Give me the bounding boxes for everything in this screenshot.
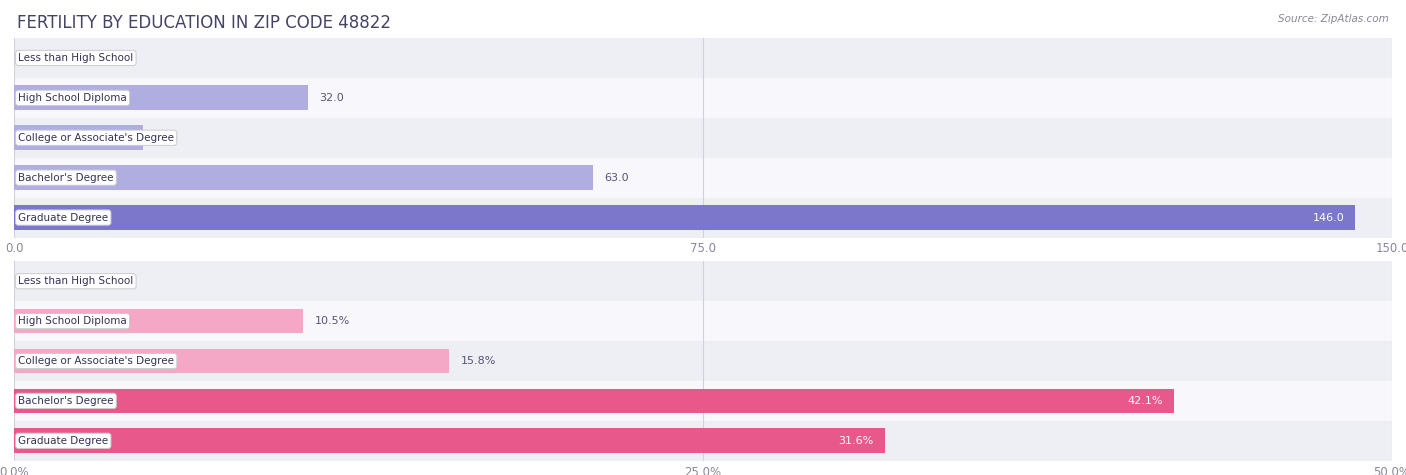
Text: 0.0%: 0.0% (25, 276, 53, 286)
Bar (14, 38, 1392, 78)
Bar (14, 421, 1392, 461)
Text: 63.0: 63.0 (603, 172, 628, 183)
Bar (14, 118, 1392, 158)
Bar (14, 86, 308, 110)
Bar (14, 301, 1392, 341)
Bar (14, 341, 1392, 381)
Bar (14, 198, 1392, 238)
Text: 32.0: 32.0 (319, 93, 344, 103)
Text: Less than High School: Less than High School (18, 276, 134, 286)
Text: High School Diploma: High School Diploma (18, 316, 127, 326)
Bar (14, 389, 1174, 413)
Text: College or Associate's Degree: College or Associate's Degree (18, 133, 174, 143)
Text: Less than High School: Less than High School (18, 53, 134, 63)
Text: Graduate Degree: Graduate Degree (18, 436, 108, 446)
Bar (14, 125, 142, 150)
Text: 0.0: 0.0 (25, 53, 42, 63)
Bar (14, 381, 1392, 421)
Text: 10.5%: 10.5% (315, 316, 350, 326)
Text: 31.6%: 31.6% (838, 436, 875, 446)
Text: High School Diploma: High School Diploma (18, 93, 127, 103)
Text: Source: ZipAtlas.com: Source: ZipAtlas.com (1278, 14, 1389, 24)
Bar (14, 428, 884, 453)
Text: Bachelor's Degree: Bachelor's Degree (18, 172, 114, 183)
Text: College or Associate's Degree: College or Associate's Degree (18, 356, 174, 366)
Text: 14.0: 14.0 (153, 133, 179, 143)
Bar (14, 309, 304, 333)
Bar (14, 205, 1355, 230)
Text: FERTILITY BY EDUCATION IN ZIP CODE 48822: FERTILITY BY EDUCATION IN ZIP CODE 48822 (17, 14, 391, 32)
Bar (14, 349, 450, 373)
Text: 146.0: 146.0 (1312, 212, 1344, 223)
Bar (14, 261, 1392, 301)
Text: 42.1%: 42.1% (1128, 396, 1163, 406)
Text: 15.8%: 15.8% (461, 356, 496, 366)
Bar (14, 78, 1392, 118)
Bar (14, 158, 1392, 198)
Bar (14, 165, 593, 190)
Text: Bachelor's Degree: Bachelor's Degree (18, 396, 114, 406)
Text: Graduate Degree: Graduate Degree (18, 212, 108, 223)
